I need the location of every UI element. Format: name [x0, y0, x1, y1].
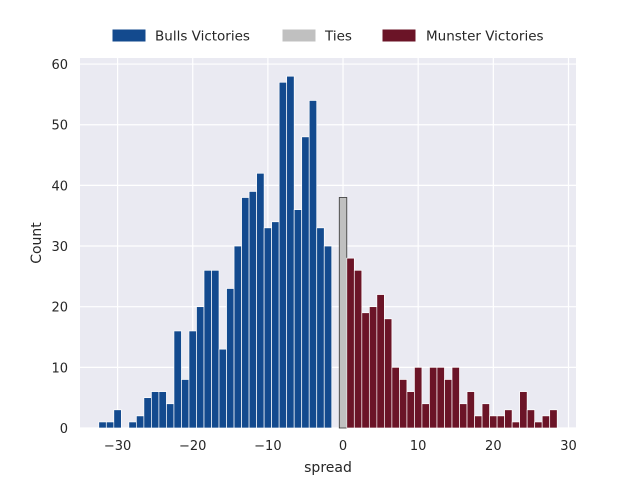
munster-victory-bar	[421, 403, 430, 429]
bulls-victory-bar	[301, 136, 310, 429]
munster-victory-bar	[346, 257, 355, 429]
y-tick-label: 10	[51, 361, 68, 376]
munster-victory-bar	[489, 415, 498, 429]
munster-victory-bar	[481, 403, 490, 429]
munster-victory-bar	[496, 415, 505, 429]
bulls-victory-bar	[203, 269, 212, 429]
legend-entry-munster-victories-swatch	[382, 29, 416, 42]
legend: Bulls Victories Ties Munster Victories	[112, 29, 544, 45]
munster-victory-bar	[459, 403, 468, 429]
y-tick-label: 20	[51, 301, 68, 316]
munster-victory-bar	[368, 306, 378, 429]
y-tick-label: 0	[60, 422, 68, 437]
x-tick-label: 0	[339, 439, 347, 454]
munster-victory-bar	[399, 379, 408, 429]
munster-victory-bar	[444, 379, 453, 429]
bulls-victory-bar	[151, 391, 160, 429]
bulls-victory-bar	[211, 269, 220, 429]
bulls-victory-bar	[286, 75, 295, 429]
munster-victory-bar	[451, 366, 460, 429]
bulls-victory-bar	[263, 227, 272, 429]
x-tick-label: 10	[410, 439, 427, 454]
legend-entry-ties-swatch	[282, 29, 316, 42]
munster-victory-bar	[466, 391, 475, 429]
x-tick-label: −20	[179, 439, 206, 454]
legend-entry-munster-victories-label: Munster Victories	[426, 29, 544, 45]
bulls-victory-bar	[293, 209, 303, 429]
legend-entry-bulls-victories-swatch	[112, 29, 146, 42]
bulls-victory-bar	[278, 81, 288, 429]
y-axis-label: Count	[29, 222, 45, 264]
x-axis-label: spread	[304, 460, 352, 476]
bulls-victory-bar	[105, 421, 115, 429]
munster-victory-bar	[436, 366, 445, 429]
bulls-victory-bar	[98, 421, 107, 429]
munster-victory-bar	[429, 366, 438, 429]
y-axis-ticks: 0 10 20 30 40 50 60	[51, 58, 68, 437]
munster-victory-bar	[526, 409, 536, 429]
bulls-victory-bar	[256, 172, 265, 429]
munster-victory-bar	[519, 391, 528, 429]
x-tick-label: −30	[104, 439, 131, 454]
munster-victory-bar	[353, 269, 363, 429]
y-tick-label: 30	[51, 240, 68, 255]
bulls-victory-bar	[323, 245, 333, 429]
bulls-victory-bar	[128, 421, 137, 429]
munster-victory-bar	[541, 415, 551, 429]
tie-bar	[338, 197, 348, 429]
y-tick-label: 50	[51, 119, 68, 134]
bulls-victory-bar	[173, 330, 182, 429]
legend-entry-ties-label: Ties	[324, 29, 352, 45]
munster-victory-bar	[406, 391, 415, 429]
munster-victory-bar	[534, 421, 543, 429]
munster-victory-bar	[474, 415, 483, 429]
bulls-victory-bar	[136, 415, 145, 429]
bulls-victory-bar	[181, 379, 190, 429]
munster-victory-bar	[511, 421, 520, 429]
bulls-victory-bar	[316, 227, 325, 429]
munster-victory-bar	[361, 312, 370, 429]
bulls-victory-bar	[226, 288, 235, 429]
y-tick-label: 40	[51, 179, 68, 194]
munster-victory-bar	[384, 318, 393, 429]
legend-entry-bulls-victories-label: Bulls Victories	[155, 29, 250, 45]
bulls-victory-bar	[271, 221, 280, 429]
x-axis-ticks: −30 −20 −10 0 10 20 30	[104, 439, 577, 454]
x-tick-label: 20	[485, 439, 502, 454]
munster-victory-bar	[391, 366, 400, 429]
munster-victory-bar	[376, 294, 385, 429]
y-tick-label: 60	[51, 58, 68, 73]
bulls-victory-bar	[308, 100, 318, 429]
bulls-victory-bar	[113, 409, 122, 429]
bulls-victory-bar	[166, 403, 175, 429]
bulls-victory-bar	[188, 330, 197, 429]
x-tick-label: 30	[560, 439, 577, 454]
x-tick-label: −10	[254, 439, 281, 454]
munster-victory-bar	[549, 409, 558, 429]
bars-group	[98, 75, 558, 429]
bulls-victory-bar	[233, 245, 242, 429]
bulls-victory-bar	[241, 197, 250, 429]
bulls-victory-bar	[143, 397, 152, 429]
bulls-victory-bar	[158, 391, 167, 429]
bulls-victory-bar	[218, 348, 227, 429]
munster-victory-bar	[504, 409, 513, 429]
munster-victory-bar	[414, 366, 423, 429]
bulls-victory-bar	[196, 306, 205, 429]
bulls-victory-bar	[248, 191, 257, 429]
